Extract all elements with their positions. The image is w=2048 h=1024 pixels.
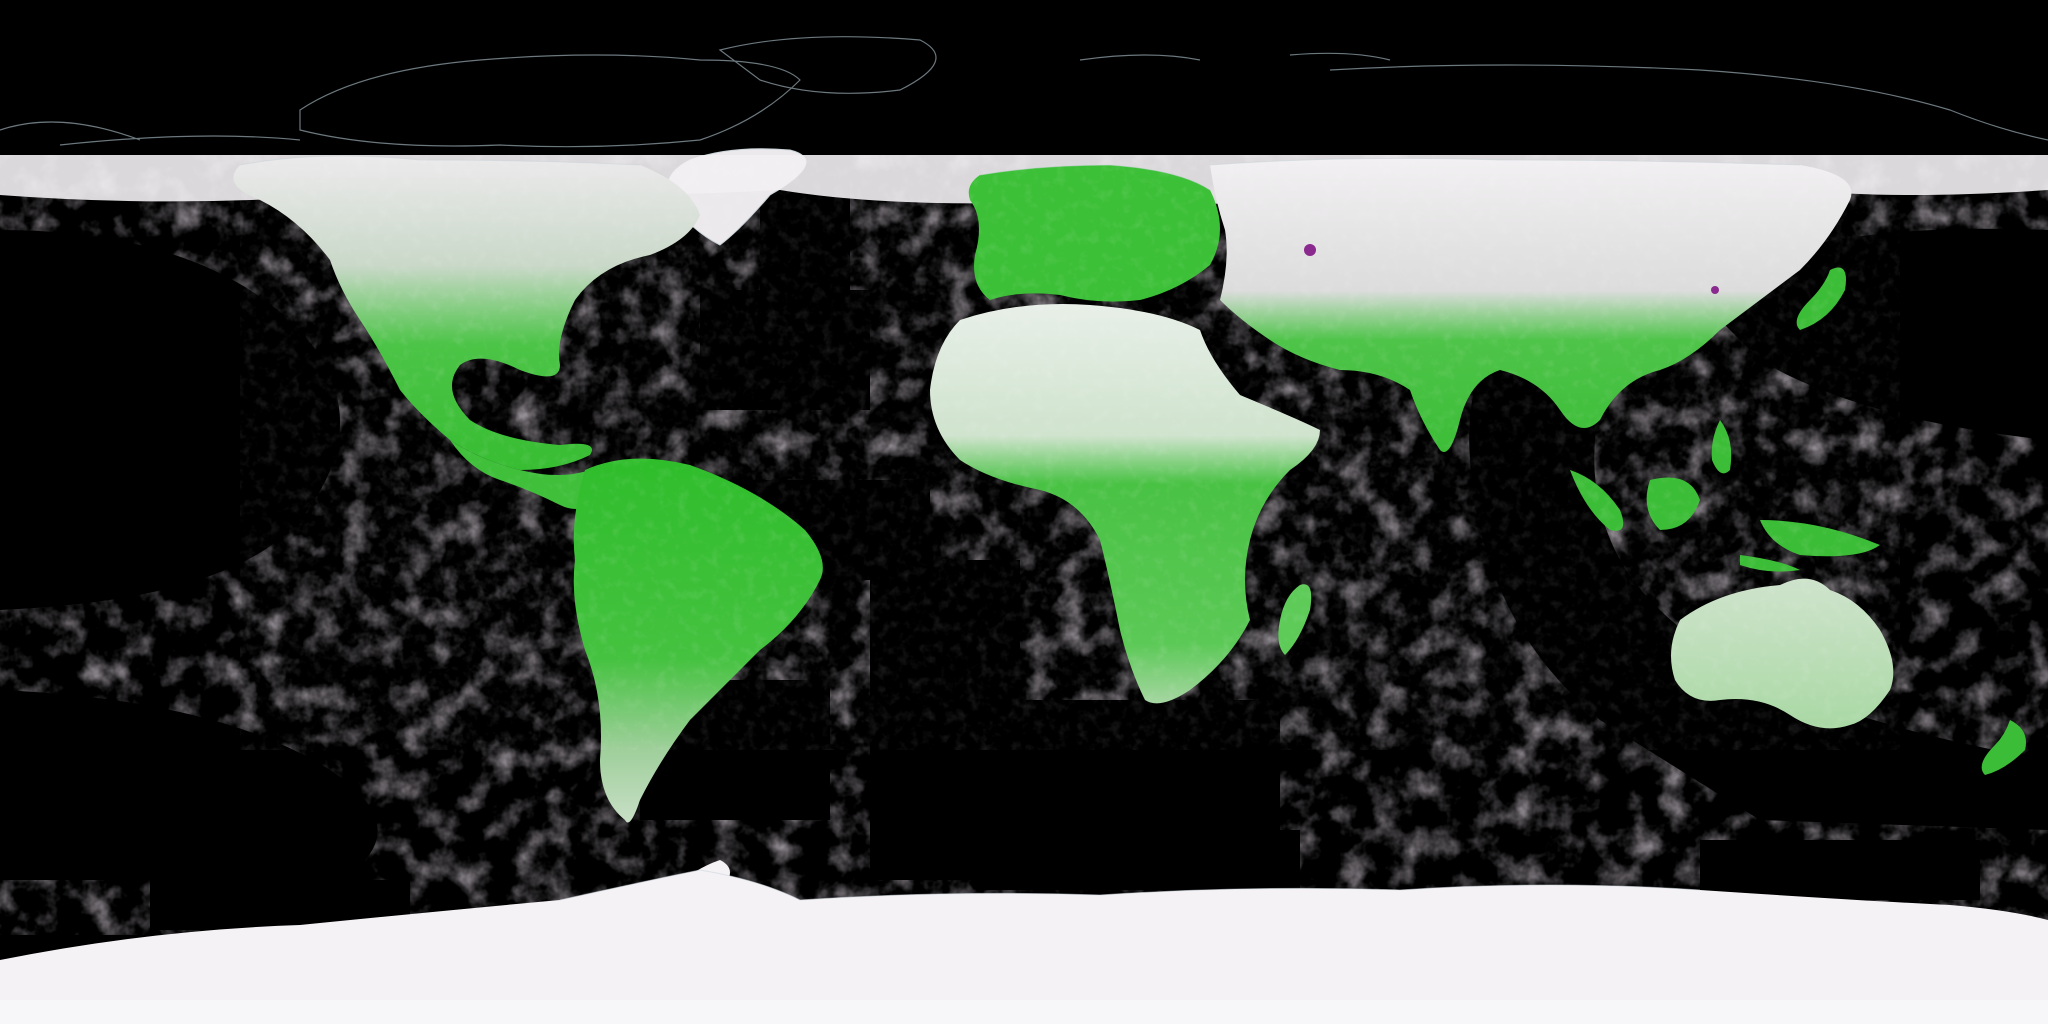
new-zealand [1981, 720, 2026, 775]
arctic-outlines [0, 36, 2048, 148]
antarctica [0, 870, 2048, 1000]
anomaly-marks [1304, 244, 1719, 294]
coastlines [239, 155, 1801, 901]
land-texture [240, 160, 1900, 750]
bottom-band [0, 1000, 2048, 1024]
